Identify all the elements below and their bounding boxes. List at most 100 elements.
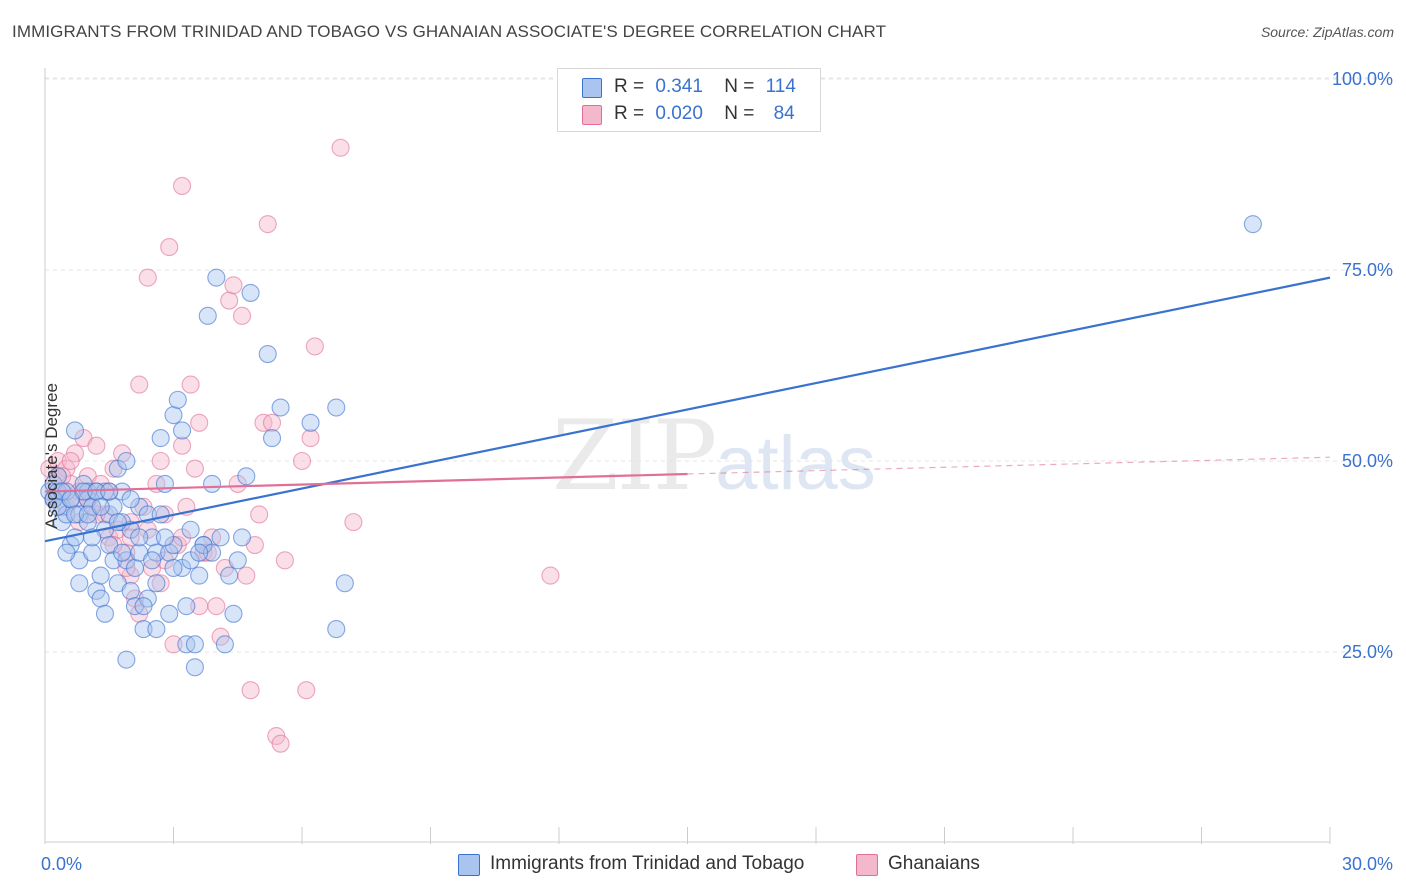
data-point-immigrants <box>147 574 166 593</box>
data-point-immigrants <box>65 421 85 440</box>
data-point-ghanaians <box>173 176 192 196</box>
chart-title: IMMIGRANTS FROM TRINIDAD AND TOBAGO VS G… <box>12 22 887 41</box>
data-point-immigrants <box>134 620 153 639</box>
data-point-immigrants <box>160 604 179 623</box>
data-point-ghanaians <box>541 566 560 585</box>
bottom-legend-swatch-blue <box>458 854 480 876</box>
data-point-immigrants <box>164 558 183 578</box>
watermark: ZIPatlas <box>552 400 876 512</box>
data-point-immigrants <box>262 429 282 448</box>
data-point-immigrants <box>91 566 110 585</box>
data-point-ghanaians <box>301 429 320 448</box>
data-point-immigrants <box>134 597 153 616</box>
data-point-immigrants <box>164 406 183 425</box>
stats-legend: R = 0.341 N = 114 R = 0.020 N = 84 <box>557 68 821 132</box>
data-point-ghanaians <box>250 505 269 524</box>
data-point-ghanaians <box>138 268 157 287</box>
data-point-ghanaians <box>271 734 290 753</box>
data-point-immigrants <box>151 429 170 448</box>
data-point-immigrants <box>301 413 320 432</box>
data-point-immigrants <box>228 551 247 570</box>
data-point-ghanaians <box>61 451 80 471</box>
y-tick-label: 100.0% <box>1332 69 1393 89</box>
data-point-immigrants <box>151 505 170 524</box>
data-point-ghanaians <box>181 375 200 394</box>
bottom-legend-swatch-pink <box>856 854 878 876</box>
data-point-immigrants <box>83 543 102 562</box>
data-point-immigrants <box>203 543 222 562</box>
data-point-immigrants <box>65 505 85 524</box>
source-label: Source: ZipAtlas.com <box>1260 24 1394 40</box>
data-point-immigrants <box>1243 215 1262 234</box>
data-point-immigrants <box>91 589 110 608</box>
data-point-immigrants <box>232 528 252 547</box>
legend-r-label: R = <box>614 103 645 124</box>
data-point-immigrants <box>117 451 136 471</box>
legend-n-label: N = <box>724 103 755 124</box>
legend-r-value: 0.020 <box>655 103 703 124</box>
data-point-immigrants <box>168 390 187 409</box>
data-point-immigrants <box>215 635 234 654</box>
data-point-immigrants <box>203 474 222 493</box>
data-point-immigrants <box>155 528 174 547</box>
data-point-ghanaians <box>207 597 226 616</box>
data-point-immigrants <box>271 398 290 417</box>
data-point-immigrants <box>185 635 204 654</box>
data-point-immigrants <box>70 574 89 593</box>
data-point-ghanaians <box>258 215 277 234</box>
data-point-ghanaians <box>185 459 204 478</box>
data-point-immigrants <box>241 283 260 302</box>
data-point-immigrants <box>181 520 200 539</box>
data-point-ghanaians <box>344 513 363 532</box>
data-point-ghanaians <box>130 375 149 394</box>
data-point-immigrants <box>173 421 192 440</box>
data-point-immigrants <box>327 620 346 639</box>
bottom-legend-label: Ghanaians <box>888 853 980 874</box>
legend-n-value: 84 <box>773 103 795 124</box>
data-point-ghanaians <box>173 436 192 455</box>
data-point-immigrants <box>190 566 209 585</box>
data-point-immigrants <box>147 620 166 639</box>
data-point-immigrants <box>121 490 140 509</box>
watermark-zip: ZIP <box>552 400 717 512</box>
data-point-ghanaians <box>331 138 350 157</box>
data-point-immigrants <box>190 543 209 562</box>
legend-swatch-pink <box>582 105 602 125</box>
data-point-immigrants <box>258 344 277 364</box>
data-point-ghanaians <box>292 451 312 471</box>
data-point-ghanaians <box>151 451 170 471</box>
legend-n-label: N = <box>724 76 755 97</box>
data-point-immigrants <box>335 574 354 593</box>
data-point-ghanaians <box>164 635 183 654</box>
legend-r-value: 0.341 <box>655 76 703 97</box>
data-point-immigrants <box>220 566 239 585</box>
data-point-ghanaians <box>190 597 209 616</box>
data-point-immigrants <box>143 551 162 570</box>
data-point-immigrants <box>198 306 217 325</box>
x-tick-label: 0.0% <box>41 854 82 874</box>
trend-line-immigrants <box>44 276 1331 543</box>
y-tick-label: 50.0% <box>1342 451 1393 471</box>
data-point-immigrants <box>211 528 230 547</box>
data-point-ghanaians <box>305 337 324 356</box>
data-point-immigrants <box>95 604 115 623</box>
data-point-ghanaians <box>297 681 316 700</box>
legend-r-label: R = <box>614 76 645 97</box>
bottom-legend-label: Immigrants from Trinidad and Tobago <box>490 853 805 874</box>
data-point-ghanaians <box>224 276 243 295</box>
data-point-immigrants <box>130 528 149 547</box>
data-point-ghanaians <box>151 574 170 593</box>
data-point-ghanaians <box>190 413 209 432</box>
data-point-immigrants <box>125 558 144 578</box>
data-point-ghanaians <box>275 551 294 570</box>
data-point-ghanaians <box>237 566 256 585</box>
data-point-immigrants <box>113 543 132 562</box>
data-point-ghanaians <box>87 436 106 455</box>
legend-n-value: 114 <box>765 76 796 97</box>
data-point-immigrants <box>207 268 226 287</box>
data-point-immigrants <box>327 398 346 417</box>
x-tick-label: 30.0% <box>1342 854 1393 874</box>
data-point-ghanaians <box>241 681 260 700</box>
data-point-immigrants <box>57 543 76 562</box>
